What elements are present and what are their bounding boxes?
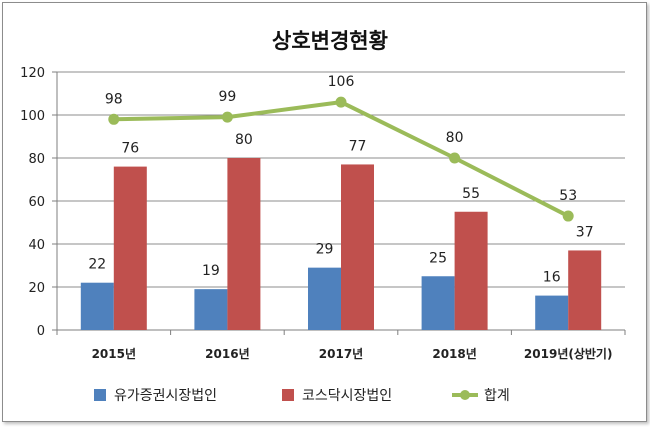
bar-kospi [421,276,455,330]
y-tick-label: 120 [20,66,45,81]
legend-marker [460,390,470,400]
total-point [449,152,461,164]
bar-kosdaq [113,166,147,330]
y-tick-label: 0 [37,324,45,339]
y-tick-label: 100 [20,109,45,124]
bar-data-label: 19 [202,263,220,279]
legend-label: 유가증권시장법인 [114,388,217,404]
bar-data-label: 80 [235,132,253,148]
bar-kosdaq [227,158,261,330]
total-point [108,113,120,125]
bar-kosdaq [341,164,374,330]
bar-data-label: 77 [349,138,367,154]
line-data-label: 98 [105,91,123,107]
line-data-label: 99 [218,89,236,105]
x-tick-label: 2018년 [432,347,476,361]
bar-data-label: 37 [576,224,594,240]
total-point [335,96,347,108]
x-tick-label: 2019년(상반기) [524,346,613,361]
y-tick-label: 20 [28,281,45,296]
legend-label: 합계 [484,388,510,404]
x-tick-label: 2017년 [319,347,363,361]
bar-data-label: 55 [462,186,480,202]
bar-data-label: 25 [429,250,447,266]
legend-swatch [282,389,294,401]
y-tick-label: 40 [28,238,45,253]
bar-data-label: 16 [543,270,561,286]
bar-data-label: 29 [316,242,334,258]
bar-kosdaq [568,250,602,330]
total-point [562,210,574,222]
y-tick-label: 80 [28,152,45,167]
bar-kospi [308,267,341,330]
bar-data-label: 76 [121,141,139,157]
total-point [221,111,233,123]
x-tick-label: 2015년 [92,347,136,361]
chart-title: 상호변경현황 [272,29,388,53]
bar-kosdaq [454,211,488,330]
bar-data-label: 22 [88,257,106,273]
line-data-label: 53 [559,188,577,204]
bar-kospi [194,289,228,330]
line-data-label: 106 [328,74,355,90]
bar-kospi [80,282,114,330]
bar-kospi [535,295,569,330]
legend-swatch [94,389,106,401]
y-tick-label: 60 [28,195,45,210]
x-tick-label: 2016년 [205,347,249,361]
legend-label: 코스닥시장법인 [302,388,392,404]
line-data-label: 80 [446,130,464,146]
